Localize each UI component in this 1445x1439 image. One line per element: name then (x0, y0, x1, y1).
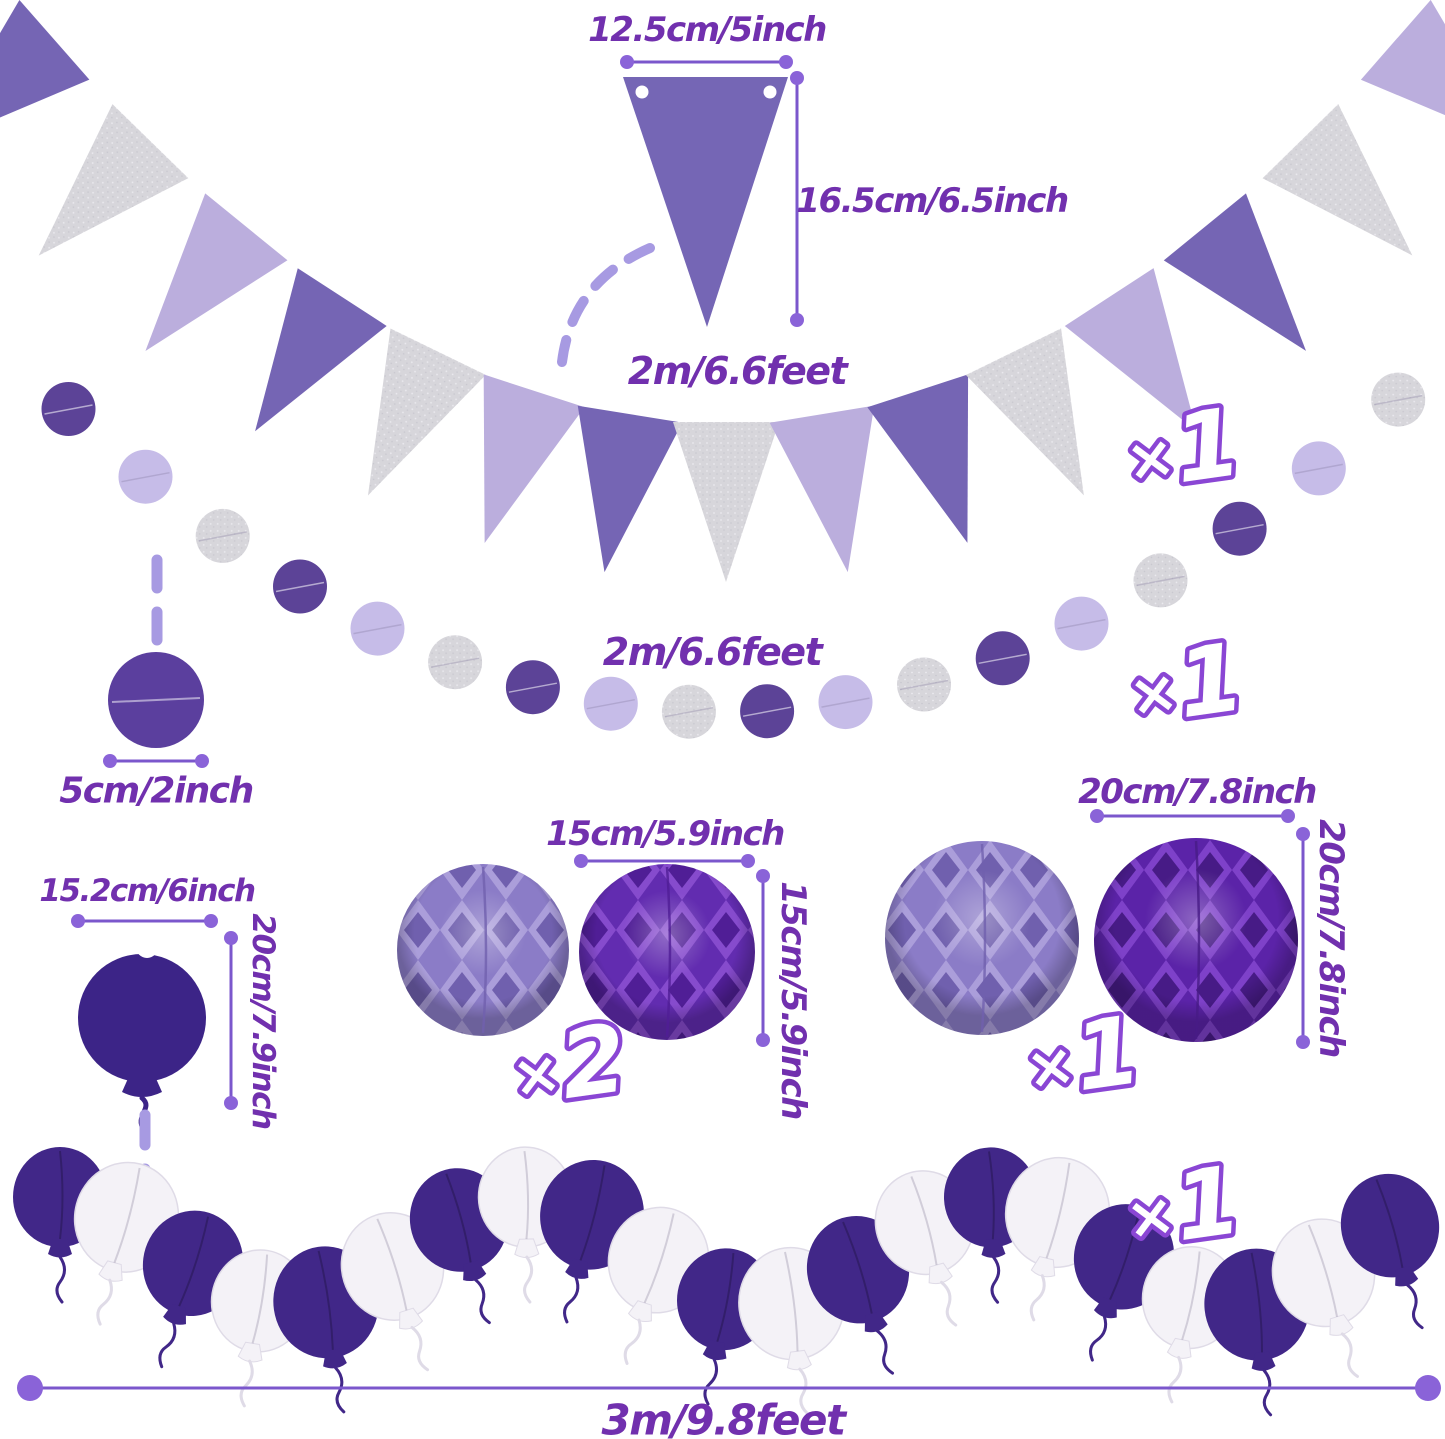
dimension-line-honeycomb-small-width (574, 854, 755, 868)
garland-dot-purple (975, 631, 1030, 686)
balloon-garland (13, 1146, 1440, 1417)
circle-dot-garland (41, 372, 1426, 739)
honeycomb-pair-large (885, 838, 1298, 1042)
svg-text:1: 1 (1171, 623, 1251, 740)
honeycomb-ball-purple (1094, 838, 1298, 1042)
count-marker-honeycomb-small: ×2 (503, 1000, 638, 1126)
dimension-line-flag-height (790, 71, 804, 327)
balloon-garland-length-label: 3m/9.8feet (601, 1395, 846, 1439)
pennant-banner (0, 0, 1445, 582)
honeycomb-pair-small (397, 864, 755, 1040)
dimension-line-cutout-width (71, 914, 218, 928)
svg-text:×: × (1122, 421, 1180, 495)
garland-dot-lavender (583, 676, 638, 731)
garland-dot-purple (740, 684, 795, 739)
flag-height-label: 16.5cm/6.5inch (796, 181, 1069, 221)
svg-text:×: × (1125, 656, 1183, 730)
pennant-flag-purple (867, 374, 969, 543)
zoom-callout-dashed-arc (557, 243, 655, 367)
dimension-line-cutout-height (224, 931, 238, 1110)
garland-dot-lavender (118, 449, 173, 504)
garland-dot-lavender (1054, 596, 1109, 651)
svg-text:1: 1 (1068, 996, 1148, 1113)
pennant-flag-silver (367, 328, 486, 496)
svg-text:×: × (1022, 1029, 1080, 1103)
garland-dot-purple (41, 382, 96, 436)
honeycomb-ball-purple (579, 864, 755, 1040)
garland-dot-purple (273, 559, 327, 614)
pennant-flag-lavender (1064, 268, 1197, 432)
garland-dot-purple (1212, 501, 1267, 556)
dot-size-label: 5cm/2inch (59, 770, 254, 812)
garland-dot-lavender (350, 601, 405, 656)
dimension-line-honeycomb-large-width (1090, 809, 1295, 823)
paper-balloon-purple (1340, 1173, 1440, 1330)
garland-dot-lavender (1291, 441, 1346, 496)
balloon-cutout-hole (136, 936, 158, 958)
pennant-flag-purple (577, 405, 683, 573)
dimension-line-dot-size (103, 754, 209, 768)
count-marker-balloon-garland: ×1 (1117, 1142, 1252, 1268)
honeycomb-small-width-label: 15cm/5.9inch (546, 814, 785, 854)
svg-text:1: 1 (1168, 388, 1248, 505)
pennant-flag-purple (1163, 193, 1306, 351)
count-marker-dot-garland: ×1 (1120, 619, 1255, 745)
flag-width-label: 12.5cm/5inch (588, 10, 827, 50)
honeycomb-small-height-label: 15cm/5.9inch (773, 881, 813, 1119)
cutout-width-label: 15.2cm/6inch (39, 873, 256, 909)
garland-dot-silver (897, 657, 951, 712)
garland-dot-purple (505, 660, 560, 715)
honeycomb-large-width-label: 20cm/7.8inch (1078, 772, 1317, 812)
pennant-flag-lavender (145, 193, 288, 352)
cutout-height-label: 20cm/7.9inch (245, 913, 281, 1129)
garland-dot-silver (1133, 553, 1188, 608)
banner-length-label: 2m/6.6feet (627, 349, 848, 393)
dimension-lines (17, 55, 1441, 1401)
pennant-flag-silver (38, 104, 189, 256)
svg-text:1: 1 (1168, 1146, 1248, 1263)
honeycomb-ball-lavender (885, 841, 1079, 1035)
count-marker-banner: ×1 (1117, 384, 1252, 510)
balloon-cutout (78, 936, 206, 1206)
dot-garland-length-label: 2m/6.6feet (602, 630, 823, 674)
pennant-flag-silver (673, 422, 779, 582)
dot-detail (108, 554, 204, 748)
garland-dot-silver (661, 684, 716, 739)
pennant-flag-purple (255, 268, 387, 432)
pennant-flag-lavender (769, 405, 875, 573)
honeycomb-large-height-label: 20cm/7.8inch (1311, 819, 1351, 1057)
svg-text:×: × (1122, 1179, 1180, 1253)
pennant-flag-lavender (483, 374, 585, 543)
dimension-line-honeycomb-small-height (756, 869, 770, 1047)
pennant-flag-silver (965, 328, 1084, 496)
honeycomb-ball-lavender (397, 864, 569, 1036)
dimension-line-honeycomb-large-height (1296, 827, 1310, 1049)
pennant-flag-lavender (1360, 0, 1445, 146)
pennant-flag-purple (0, 0, 90, 146)
dimension-line-garland-length (17, 1375, 1441, 1401)
garland-dot-silver (428, 635, 483, 690)
garland-dot-silver (195, 508, 250, 563)
garland-dot-silver (1371, 372, 1426, 427)
garland-dot-lavender (818, 675, 873, 730)
svg-text:×: × (508, 1037, 566, 1111)
flag-detail (557, 77, 788, 367)
pennant-flag-silver (1262, 104, 1413, 256)
dimension-line-flag-width (620, 55, 793, 69)
